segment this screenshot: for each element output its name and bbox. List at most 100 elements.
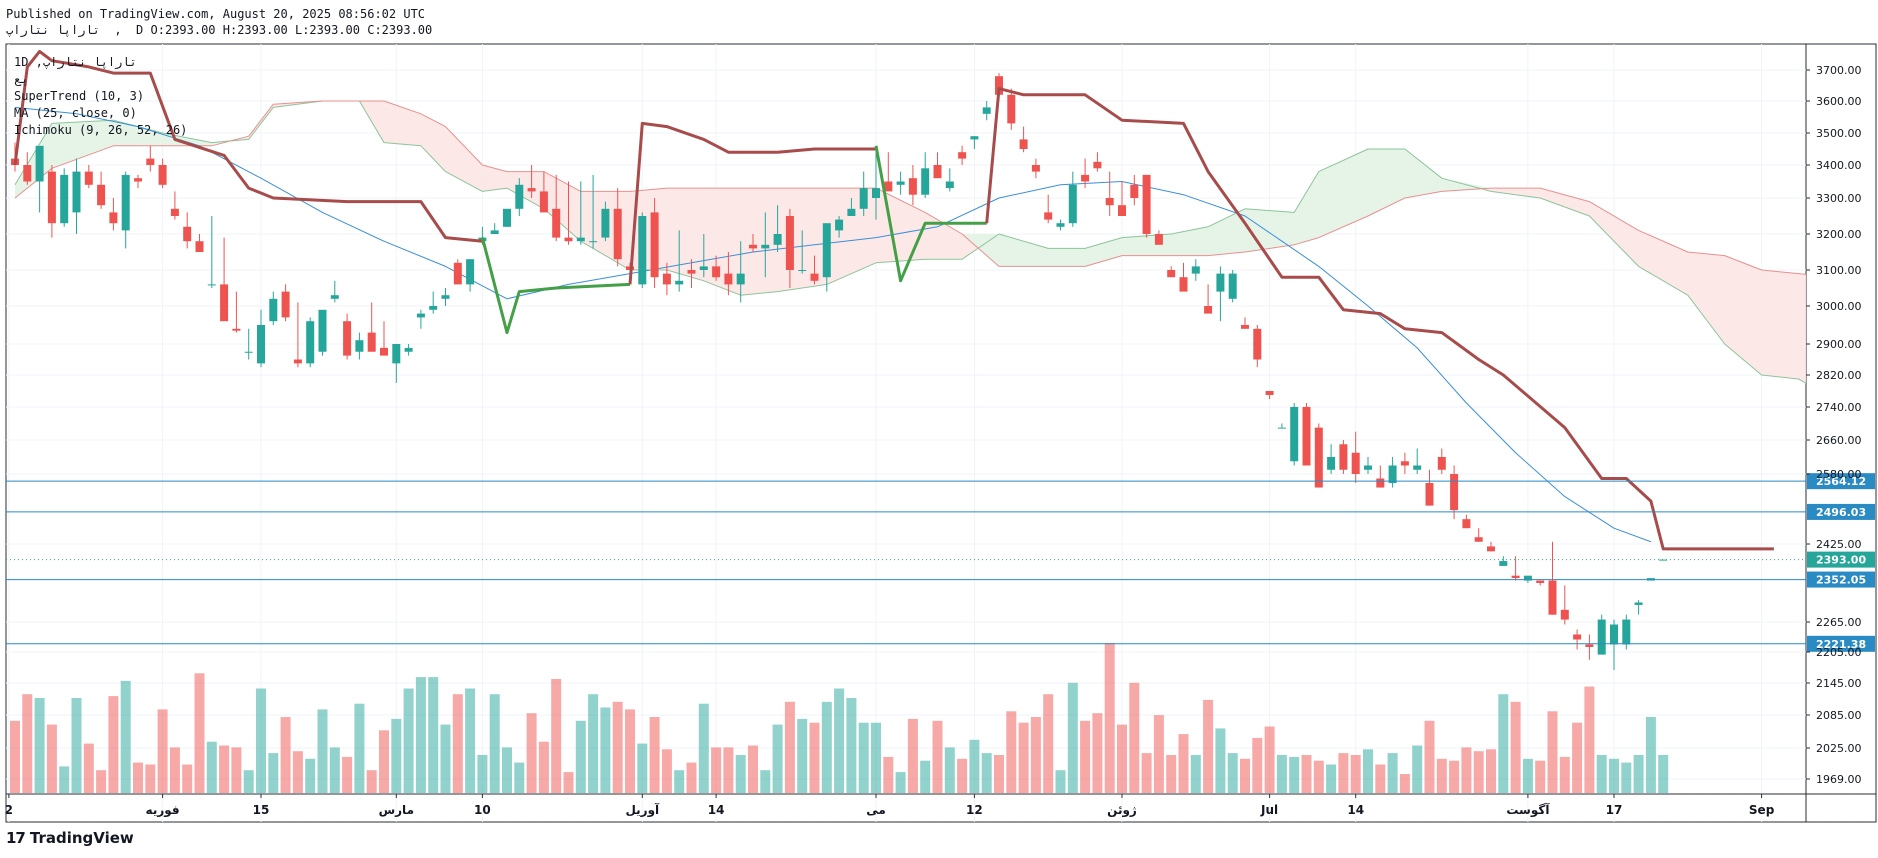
volume-bar — [243, 770, 254, 793]
volume-bar — [1498, 694, 1509, 793]
volume-bar — [1461, 747, 1472, 793]
candle-body — [1142, 174, 1151, 234]
volume-bar — [415, 677, 426, 793]
candle-body — [23, 165, 32, 182]
volume-bar — [1153, 715, 1164, 793]
candle-body — [355, 340, 364, 352]
volume-bar — [1129, 682, 1140, 793]
supertrend-up-line — [874, 145, 987, 283]
volume-bar — [588, 694, 599, 793]
volume-bar — [1117, 724, 1127, 793]
candle-body — [847, 208, 856, 216]
candle-body — [330, 295, 339, 299]
volume-bar — [1559, 756, 1570, 793]
volume-bar — [981, 753, 992, 793]
volume-bar — [1018, 722, 1029, 793]
candle-body — [1597, 619, 1606, 655]
legend-ma[interactable]: MA (25, close, 0) — [14, 106, 137, 120]
volume-bar — [1264, 726, 1275, 793]
volume-bar — [1227, 753, 1238, 793]
price-tick-label: 2265.00 — [1816, 616, 1862, 629]
volume-bar — [1412, 745, 1423, 793]
price-level-label: 2221.38 — [1816, 638, 1866, 651]
volume-bar — [1252, 737, 1263, 793]
volume-bar — [1584, 686, 1595, 793]
candle-body — [416, 313, 425, 318]
tradingview-logo-icon: 17 — [6, 829, 26, 847]
volume-bar — [1596, 755, 1607, 793]
candle-body — [232, 328, 241, 331]
candle-body — [933, 165, 942, 179]
volume-bar — [649, 717, 660, 793]
volume-bar — [182, 764, 193, 793]
volume-bar — [760, 770, 771, 793]
time-tick-label: 14 — [708, 803, 725, 817]
candle-body — [687, 270, 696, 274]
candle-body — [1093, 161, 1102, 169]
candle-body — [515, 184, 524, 209]
volume-bar — [735, 755, 746, 793]
legend-sub: پع — [14, 72, 29, 86]
ohlc-readout: تاراپا نتاراپ , D O:2393.00 H:2393.00 L:… — [6, 23, 433, 37]
candle-body — [958, 152, 967, 159]
candle-body — [453, 262, 462, 285]
price-level: 2496.03 — [6, 503, 1875, 520]
price-tick-label: 2085.00 — [1816, 709, 1862, 722]
candle-body — [552, 208, 561, 238]
volume-bar — [1326, 764, 1337, 793]
price-tick-label: 1969.00 — [1816, 773, 1862, 786]
chart-frame — [5, 43, 1877, 823]
volume-bar — [920, 760, 931, 793]
volume-bar — [514, 762, 525, 793]
volume-bar — [10, 720, 20, 793]
price-level-label: 2352.05 — [1816, 574, 1866, 587]
candle-body — [1523, 575, 1532, 581]
price-tick-label: 3200.00 — [1816, 228, 1862, 241]
volume-bar — [219, 745, 230, 793]
volume-bar — [895, 772, 906, 793]
candle-body — [1487, 546, 1495, 552]
volume-bar — [256, 688, 266, 793]
volume-bar — [1436, 758, 1447, 793]
legend-symbol[interactable]: 1D ,تاراپا نتاراپ — [14, 55, 137, 69]
plot-area — [10, 49, 1806, 793]
volume-bar — [907, 718, 918, 793]
price-tick-label: 3600.00 — [1816, 95, 1862, 108]
candle-body — [1622, 619, 1631, 645]
candle-body — [884, 181, 893, 192]
volume-bar — [391, 718, 402, 793]
volume-bar — [1067, 682, 1078, 793]
volume-bar — [1535, 760, 1546, 793]
time-tick-label: آوریل — [625, 802, 660, 818]
candle-body — [441, 295, 450, 299]
candle-body — [1302, 407, 1311, 466]
candle-body — [798, 270, 807, 271]
candle-body — [995, 76, 1003, 95]
price-tick-label: 2025.00 — [1816, 742, 1862, 755]
candle-body — [835, 219, 844, 231]
price-tick-label: 3100.00 — [1816, 264, 1862, 277]
volume-bar — [748, 745, 758, 793]
candle-body — [1290, 407, 1299, 462]
volume-bar — [1215, 728, 1226, 793]
candle-body — [908, 178, 917, 195]
price-tick-label: 2580.00 — [1816, 468, 1862, 481]
volume-bar — [1301, 755, 1312, 793]
volume-bar — [957, 758, 968, 793]
candle-body — [121, 174, 130, 231]
legend-ichimoku[interactable]: Ichimoku (9, 26, 52, 26) — [14, 123, 188, 137]
legend-supertrend[interactable]: SuperTrend (10, 3) — [14, 89, 145, 103]
candle-body — [601, 208, 610, 238]
volume-bar — [305, 758, 316, 793]
candle-body — [244, 351, 253, 353]
time-tick-label: 14 — [1347, 803, 1364, 817]
candle-body — [1462, 519, 1471, 529]
candle-body — [859, 188, 868, 209]
candle-body — [896, 181, 905, 185]
candle-body — [380, 347, 388, 356]
candle-body — [47, 171, 56, 224]
candle-body — [109, 212, 118, 224]
candle-body — [1573, 634, 1582, 640]
tradingview-brand[interactable]: 17 TradingView — [6, 829, 134, 847]
